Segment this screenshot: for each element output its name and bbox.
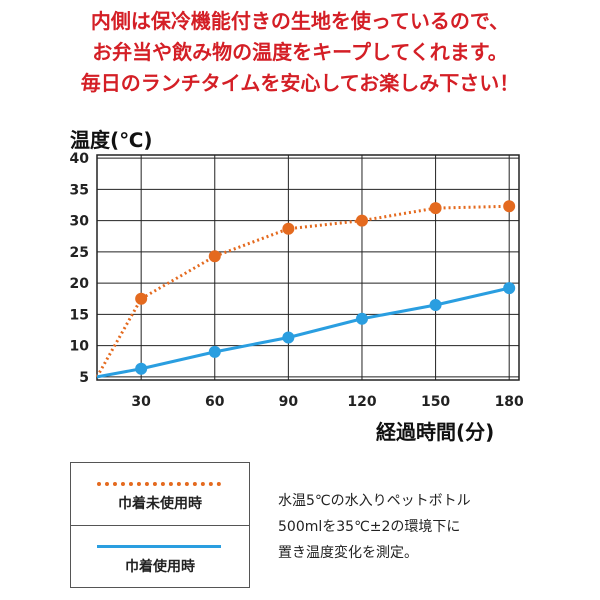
y-tick-label: 10 <box>70 339 90 355</box>
x-tick-label: 150 <box>421 394 450 410</box>
legend-dotted-line <box>97 482 221 486</box>
data-point-uncovered <box>282 222 295 235</box>
x-tick-label: 120 <box>347 394 376 410</box>
legend-solid-line <box>97 545 221 548</box>
x-tick-label: 30 <box>131 394 151 410</box>
legend-label-covered: 巾着使用時 <box>125 559 195 575</box>
note-line-2: 500mlを35℃±2の環境下に <box>278 519 461 535</box>
legend-label-uncovered: 巾着未使用時 <box>118 496 202 512</box>
note-line-3: 置き温度変化を測定。 <box>278 545 418 561</box>
data-point-covered <box>135 362 148 375</box>
y-tick-label: 25 <box>70 245 89 261</box>
header-line-1: 内側は保冷機能付きの生地を使っているので、 <box>90 9 510 33</box>
y-tick-label: 5 <box>79 370 89 386</box>
data-point-covered <box>208 345 221 358</box>
series-line-covered <box>96 286 510 379</box>
y-tick-label: 35 <box>70 182 89 198</box>
series-line-uncovered <box>95 204 510 378</box>
x-tick-label: 60 <box>205 394 225 410</box>
x-axis-title: 経過時間(分) <box>376 420 495 444</box>
data-point-covered <box>282 331 295 344</box>
data-point-uncovered <box>355 214 368 227</box>
plot-frame <box>96 154 520 381</box>
y-axis-title: 温度(℃) <box>70 128 153 152</box>
legend-item-covered: 巾着使用時 <box>71 525 249 588</box>
data-point-covered <box>355 312 368 325</box>
data-point-uncovered <box>208 250 221 263</box>
y-tick-label: 40 <box>70 151 90 167</box>
header-line-3: 毎日のランチタイムを安心してお楽しみ下さい！ <box>80 71 520 95</box>
legend-item-uncovered: 巾着未使用時 <box>71 463 249 525</box>
data-point-covered <box>429 299 442 311</box>
data-point-covered <box>503 282 516 295</box>
y-tick-label: 20 <box>70 276 90 292</box>
data-point-uncovered <box>503 200 516 213</box>
x-tick-label: 90 <box>279 394 299 410</box>
x-tick-label: 180 <box>495 394 524 410</box>
legend: 巾着未使用時 巾着使用時 <box>70 462 250 588</box>
header-message: 内側は保冷機能付きの生地を使っているので、 お弁当や飲み物の温度をキープしてくれ… <box>0 6 600 99</box>
data-point-uncovered <box>429 202 442 215</box>
y-tick-label: 30 <box>70 214 90 230</box>
data-point-uncovered <box>135 292 148 305</box>
measurement-note: 水温5℃の水入りペットボトル 500mlを35℃±2の環境下に 置き温度変化を測… <box>278 488 471 566</box>
header-line-2: お弁当や飲み物の温度をキープしてくれます。 <box>92 40 508 64</box>
y-tick-label: 15 <box>70 307 89 323</box>
note-line-1: 水温5℃の水入りペットボトル <box>278 493 471 509</box>
